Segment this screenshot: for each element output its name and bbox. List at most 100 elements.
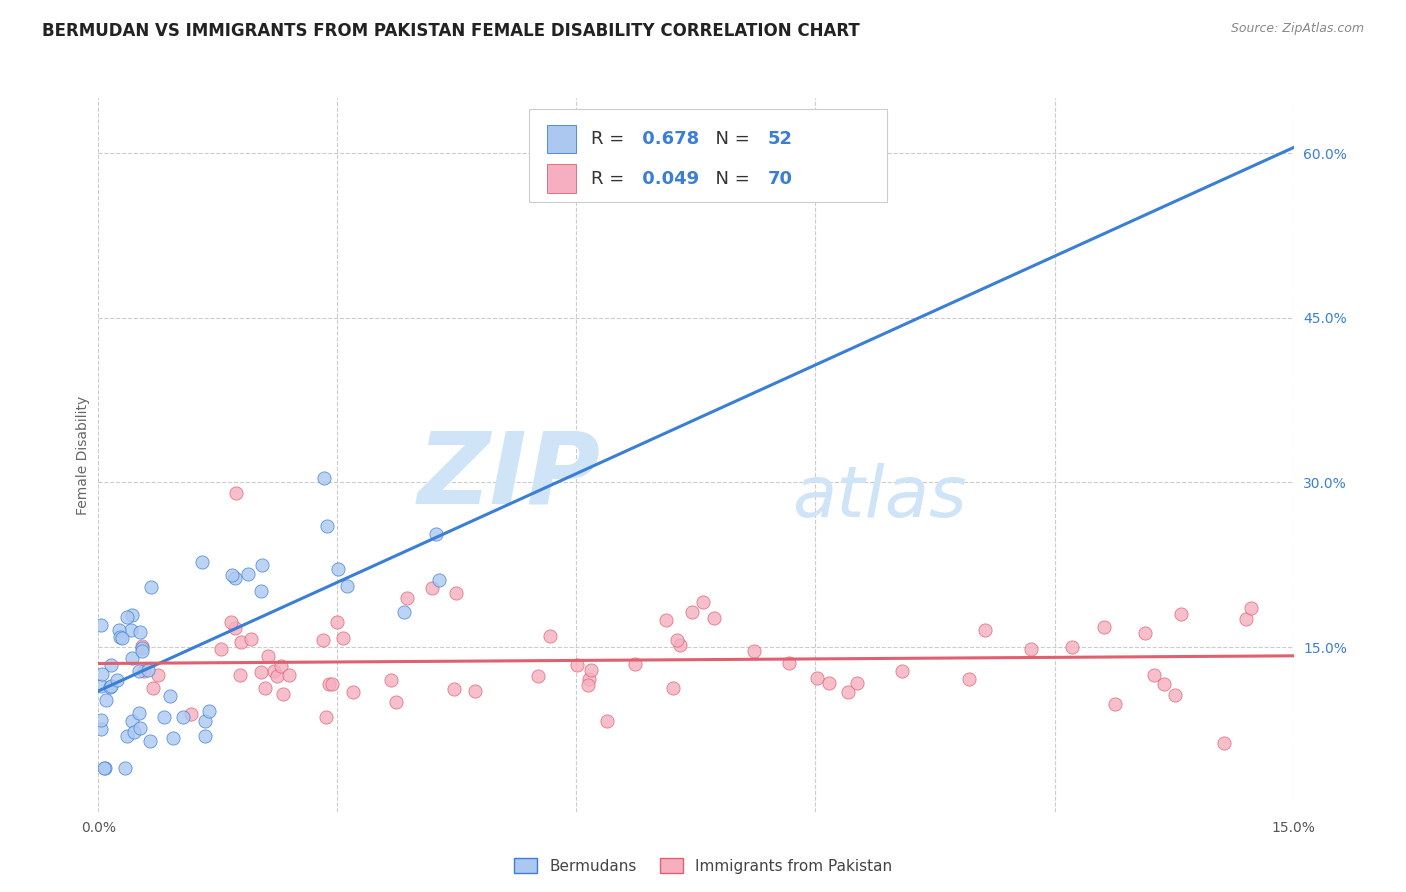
- Point: [107, 623, 129, 637]
- Point: [191, 555, 214, 569]
- Text: atlas: atlas: [792, 463, 966, 533]
- Point: [111, 632, 134, 646]
- Point: [91, 667, 114, 681]
- Point: [806, 671, 828, 685]
- Point: [464, 684, 486, 698]
- Point: [624, 657, 647, 671]
- Legend: Bermudans, Immigrants from Pakistan: Bermudans, Immigrants from Pakistan: [508, 852, 898, 880]
- Text: N =: N =: [704, 169, 756, 187]
- Point: [1143, 668, 1166, 682]
- Point: [315, 710, 337, 724]
- Point: [249, 665, 271, 680]
- Point: [224, 621, 246, 635]
- Point: [326, 615, 349, 629]
- Point: [565, 658, 588, 673]
- Point: [778, 657, 800, 671]
- Point: [124, 725, 146, 739]
- Point: [121, 714, 143, 728]
- Point: [1060, 640, 1083, 654]
- Point: [1133, 626, 1156, 640]
- Point: [131, 640, 153, 654]
- Point: [336, 579, 359, 593]
- Point: [526, 669, 548, 683]
- Point: [94, 692, 117, 706]
- Point: [742, 644, 765, 658]
- Point: [131, 644, 153, 658]
- Point: [538, 629, 561, 643]
- Point: [837, 685, 859, 699]
- Text: Source: ZipAtlas.com: Source: ZipAtlas.com: [1230, 22, 1364, 36]
- Point: [224, 570, 246, 584]
- Point: [139, 734, 162, 748]
- Point: [105, 673, 128, 687]
- Point: [162, 731, 184, 745]
- Point: [90, 679, 112, 693]
- Point: [271, 687, 294, 701]
- Point: [263, 665, 285, 679]
- Point: [420, 581, 443, 595]
- Point: [129, 721, 152, 735]
- Point: [845, 675, 868, 690]
- Point: [974, 623, 997, 637]
- Point: [257, 649, 280, 664]
- Text: 70: 70: [768, 169, 793, 187]
- Point: [266, 669, 288, 683]
- Point: [1153, 677, 1175, 691]
- Point: [240, 632, 263, 646]
- Point: [342, 685, 364, 699]
- Point: [270, 659, 292, 673]
- Point: [396, 591, 419, 606]
- Text: N =: N =: [704, 130, 756, 148]
- Point: [1021, 641, 1043, 656]
- Text: R =: R =: [591, 130, 630, 148]
- Point: [578, 672, 600, 686]
- Point: [221, 568, 243, 582]
- Point: [818, 676, 841, 690]
- Text: 0.678: 0.678: [637, 130, 699, 148]
- Point: [98, 680, 121, 694]
- Point: [312, 632, 335, 647]
- Point: [128, 664, 150, 678]
- Point: [194, 729, 217, 743]
- Point: [128, 706, 150, 720]
- Point: [380, 673, 402, 688]
- Point: [194, 714, 217, 729]
- Point: [209, 641, 232, 656]
- Point: [131, 641, 153, 656]
- Point: [1163, 688, 1185, 702]
- Point: [90, 723, 112, 737]
- Point: [655, 613, 678, 627]
- Point: [94, 761, 117, 775]
- Point: [100, 658, 122, 673]
- Point: [114, 761, 136, 775]
- Point: [108, 631, 131, 645]
- Point: [326, 562, 349, 576]
- Point: [1234, 612, 1257, 626]
- Text: 52: 52: [768, 130, 793, 148]
- Point: [249, 584, 271, 599]
- Bar: [547, 164, 576, 193]
- Point: [1104, 697, 1126, 711]
- Point: [229, 668, 252, 682]
- Point: [703, 611, 725, 625]
- Point: [136, 663, 159, 677]
- Text: 0.049: 0.049: [637, 169, 699, 187]
- Point: [392, 605, 415, 619]
- Point: [121, 651, 143, 665]
- Point: [134, 665, 156, 679]
- Point: [225, 486, 247, 500]
- Point: [146, 668, 169, 682]
- Point: [117, 730, 139, 744]
- Point: [318, 676, 340, 690]
- Point: [444, 586, 467, 600]
- Point: [142, 681, 165, 695]
- Point: [890, 665, 912, 679]
- Point: [692, 595, 714, 609]
- Point: [957, 672, 980, 686]
- Point: [229, 634, 252, 648]
- Point: [250, 558, 273, 573]
- Point: [661, 681, 683, 696]
- Text: BERMUDAN VS IMMIGRANTS FROM PAKISTAN FEMALE DISABILITY CORRELATION CHART: BERMUDAN VS IMMIGRANTS FROM PAKISTAN FEM…: [42, 22, 860, 40]
- Point: [425, 527, 447, 541]
- Point: [314, 471, 336, 485]
